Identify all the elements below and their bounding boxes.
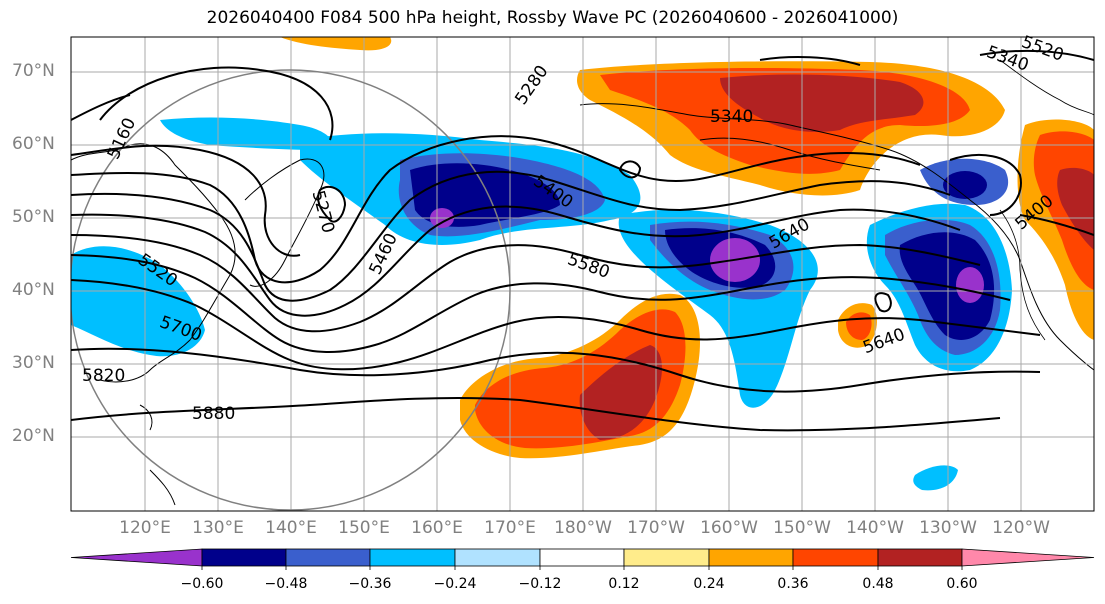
lat-label: 30°N bbox=[12, 353, 55, 373]
lat-label: 40°N bbox=[12, 280, 55, 300]
colorbar-tick-label: 0.24 bbox=[693, 576, 725, 592]
colorbar-swatch bbox=[708, 548, 794, 567]
contour-label: 5880 bbox=[192, 404, 235, 424]
lon-label: 150°W bbox=[773, 518, 831, 538]
lat-label: 50°N bbox=[12, 207, 55, 227]
colorbar bbox=[70, 548, 1095, 570]
lon-label: 160°W bbox=[700, 518, 758, 538]
chart-title: 2026040400 F084 500 hPa height, Rossby W… bbox=[206, 8, 899, 28]
colorbar-extension-high bbox=[961, 548, 1095, 567]
lon-label: 170°W bbox=[627, 518, 685, 538]
lon-label: 120°W bbox=[992, 518, 1050, 538]
colorbar-tick-label: 0.60 bbox=[946, 576, 978, 592]
lon-label: 180°W bbox=[554, 518, 612, 538]
lon-label: 140°W bbox=[846, 518, 904, 538]
colorbar-tick-label: −0.60 bbox=[180, 576, 224, 592]
lon-label: 150°E bbox=[338, 518, 390, 538]
colorbar-swatch bbox=[539, 548, 625, 567]
lon-label: 170°E bbox=[484, 518, 536, 538]
colorbar-tick-label: −0.12 bbox=[518, 576, 562, 592]
lon-label: 130°W bbox=[919, 518, 977, 538]
colorbar-swatch bbox=[285, 548, 371, 567]
contour-label: 5820 bbox=[82, 366, 125, 386]
plot-frame bbox=[70, 36, 1095, 512]
colorbar-tick-label: −0.36 bbox=[348, 576, 392, 592]
colorbar-tick-label: 0.12 bbox=[608, 576, 640, 592]
colorbar-extension-low bbox=[70, 548, 203, 567]
colorbar-tick-label: −0.48 bbox=[264, 576, 308, 592]
colorbar-swatch bbox=[877, 548, 963, 567]
colorbar-swatch bbox=[201, 548, 287, 567]
colorbar-tick-label: 0.36 bbox=[777, 576, 809, 592]
colorbar-tick-label: −0.24 bbox=[433, 576, 477, 592]
coastline-detail-east bbox=[999, 59, 1094, 341]
lon-label: 120°E bbox=[119, 518, 171, 538]
contour-label: 5340 bbox=[710, 107, 753, 127]
colorbar-swatch bbox=[623, 548, 710, 567]
reference-circle bbox=[71, 69, 511, 511]
colorbar-swatch bbox=[454, 548, 541, 567]
lat-label: 70°N bbox=[12, 61, 55, 81]
lon-label: 130°E bbox=[192, 518, 244, 538]
colorbar-tick-label: 0.48 bbox=[862, 576, 894, 592]
height-contours bbox=[71, 49, 1094, 432]
lat-label: 20°N bbox=[12, 426, 55, 446]
lon-label: 140°E bbox=[265, 518, 317, 538]
lon-label: 160°E bbox=[411, 518, 463, 538]
map-plot-area bbox=[71, 37, 1094, 511]
colorbar-swatch bbox=[369, 548, 456, 567]
lat-label: 60°N bbox=[12, 134, 55, 154]
colorbar-swatch bbox=[792, 548, 879, 567]
